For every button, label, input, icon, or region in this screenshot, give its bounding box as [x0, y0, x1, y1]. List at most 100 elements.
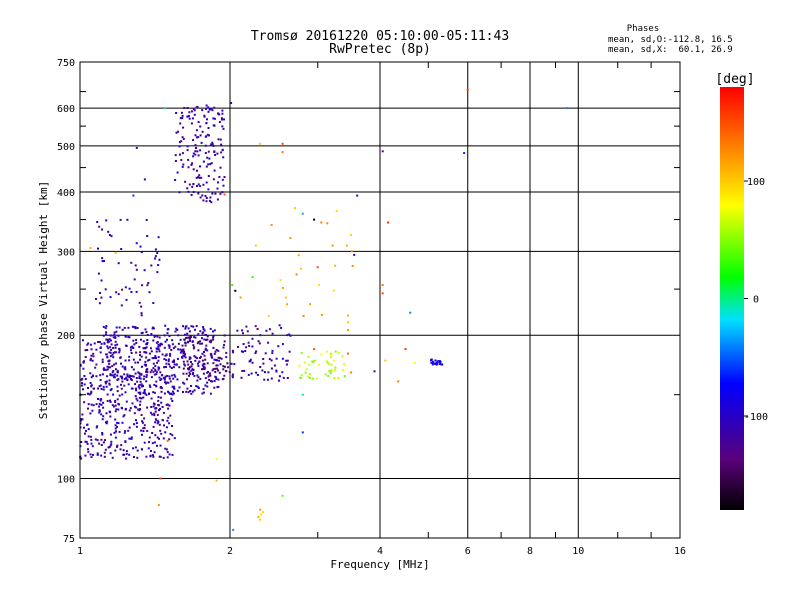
data-point — [157, 368, 160, 371]
data-point — [204, 152, 207, 154]
data-point — [195, 129, 198, 132]
data-point — [94, 438, 97, 441]
data-point — [195, 385, 198, 388]
data-point — [160, 387, 163, 390]
data-point — [199, 165, 201, 168]
data-point — [191, 110, 193, 113]
data-point — [223, 193, 226, 196]
data-point — [114, 418, 117, 421]
data-point — [190, 392, 193, 395]
data-point — [139, 408, 141, 410]
data-point — [146, 339, 149, 341]
data-point — [117, 422, 120, 425]
data-point — [143, 363, 146, 366]
data-point — [108, 359, 111, 362]
data-point — [187, 114, 190, 117]
data-point — [179, 117, 182, 120]
data-point — [181, 136, 184, 139]
data-point — [101, 260, 104, 263]
data-point — [566, 107, 569, 110]
data-point — [135, 268, 138, 271]
data-point — [90, 456, 93, 459]
colorbar-label: [deg] — [715, 72, 754, 87]
data-point — [187, 158, 190, 161]
data-point — [236, 329, 239, 332]
data-point — [177, 342, 180, 345]
data-point — [209, 339, 212, 342]
data-point — [152, 367, 155, 370]
data-point — [201, 109, 204, 112]
data-point — [189, 337, 192, 339]
data-point — [165, 359, 168, 362]
data-point — [106, 365, 109, 368]
data-point — [113, 431, 116, 434]
data-point — [144, 360, 147, 363]
data-point — [165, 448, 168, 451]
data-point — [219, 166, 222, 169]
data-point — [81, 377, 84, 380]
data-point — [329, 356, 332, 359]
data-point — [113, 376, 116, 379]
data-point — [197, 154, 200, 157]
data-point — [230, 102, 233, 104]
data-point — [210, 143, 213, 146]
data-point — [160, 401, 163, 404]
data-point — [118, 326, 121, 329]
data-point — [217, 349, 220, 352]
data-point — [213, 329, 216, 332]
data-point — [206, 156, 209, 159]
data-point — [278, 324, 281, 327]
data-point — [169, 354, 172, 357]
data-point — [156, 361, 159, 364]
data-point — [157, 404, 160, 406]
data-point — [141, 420, 144, 423]
data-point — [167, 416, 170, 419]
data-point — [173, 437, 176, 440]
data-point — [286, 334, 289, 337]
data-point — [245, 346, 248, 349]
data-point — [210, 380, 212, 383]
data-point — [208, 108, 211, 111]
data-point — [224, 370, 227, 373]
data-point — [125, 452, 128, 455]
data-point — [434, 359, 437, 362]
data-point — [198, 174, 201, 177]
data-point — [202, 160, 205, 163]
data-point — [256, 374, 259, 376]
data-point — [110, 343, 113, 346]
data-point — [262, 511, 264, 514]
data-point — [271, 349, 274, 352]
data-point — [201, 352, 204, 355]
data-point — [302, 315, 305, 318]
data-point — [139, 391, 142, 394]
data-point — [130, 349, 132, 352]
data-point — [85, 441, 88, 443]
data-point — [141, 433, 143, 436]
data-point — [221, 149, 224, 152]
data-point — [148, 392, 151, 395]
data-point — [110, 339, 112, 342]
data-point — [84, 432, 86, 435]
data-point — [97, 398, 99, 400]
data-point — [135, 425, 138, 428]
data-point — [148, 441, 150, 444]
data-point — [114, 351, 116, 354]
data-point — [152, 454, 154, 457]
data-point — [107, 347, 110, 350]
data-point — [326, 222, 329, 225]
data-point — [120, 375, 123, 378]
data-point — [138, 384, 141, 387]
data-point — [140, 314, 143, 317]
data-point — [286, 377, 289, 379]
data-point — [147, 359, 149, 362]
data-point — [167, 360, 170, 363]
data-point — [307, 375, 310, 378]
data-point — [103, 451, 106, 454]
data-point — [206, 362, 209, 365]
data-point — [281, 494, 284, 497]
data-point — [226, 362, 229, 365]
data-point — [109, 366, 112, 369]
data-point — [124, 391, 127, 394]
data-point — [143, 178, 146, 181]
